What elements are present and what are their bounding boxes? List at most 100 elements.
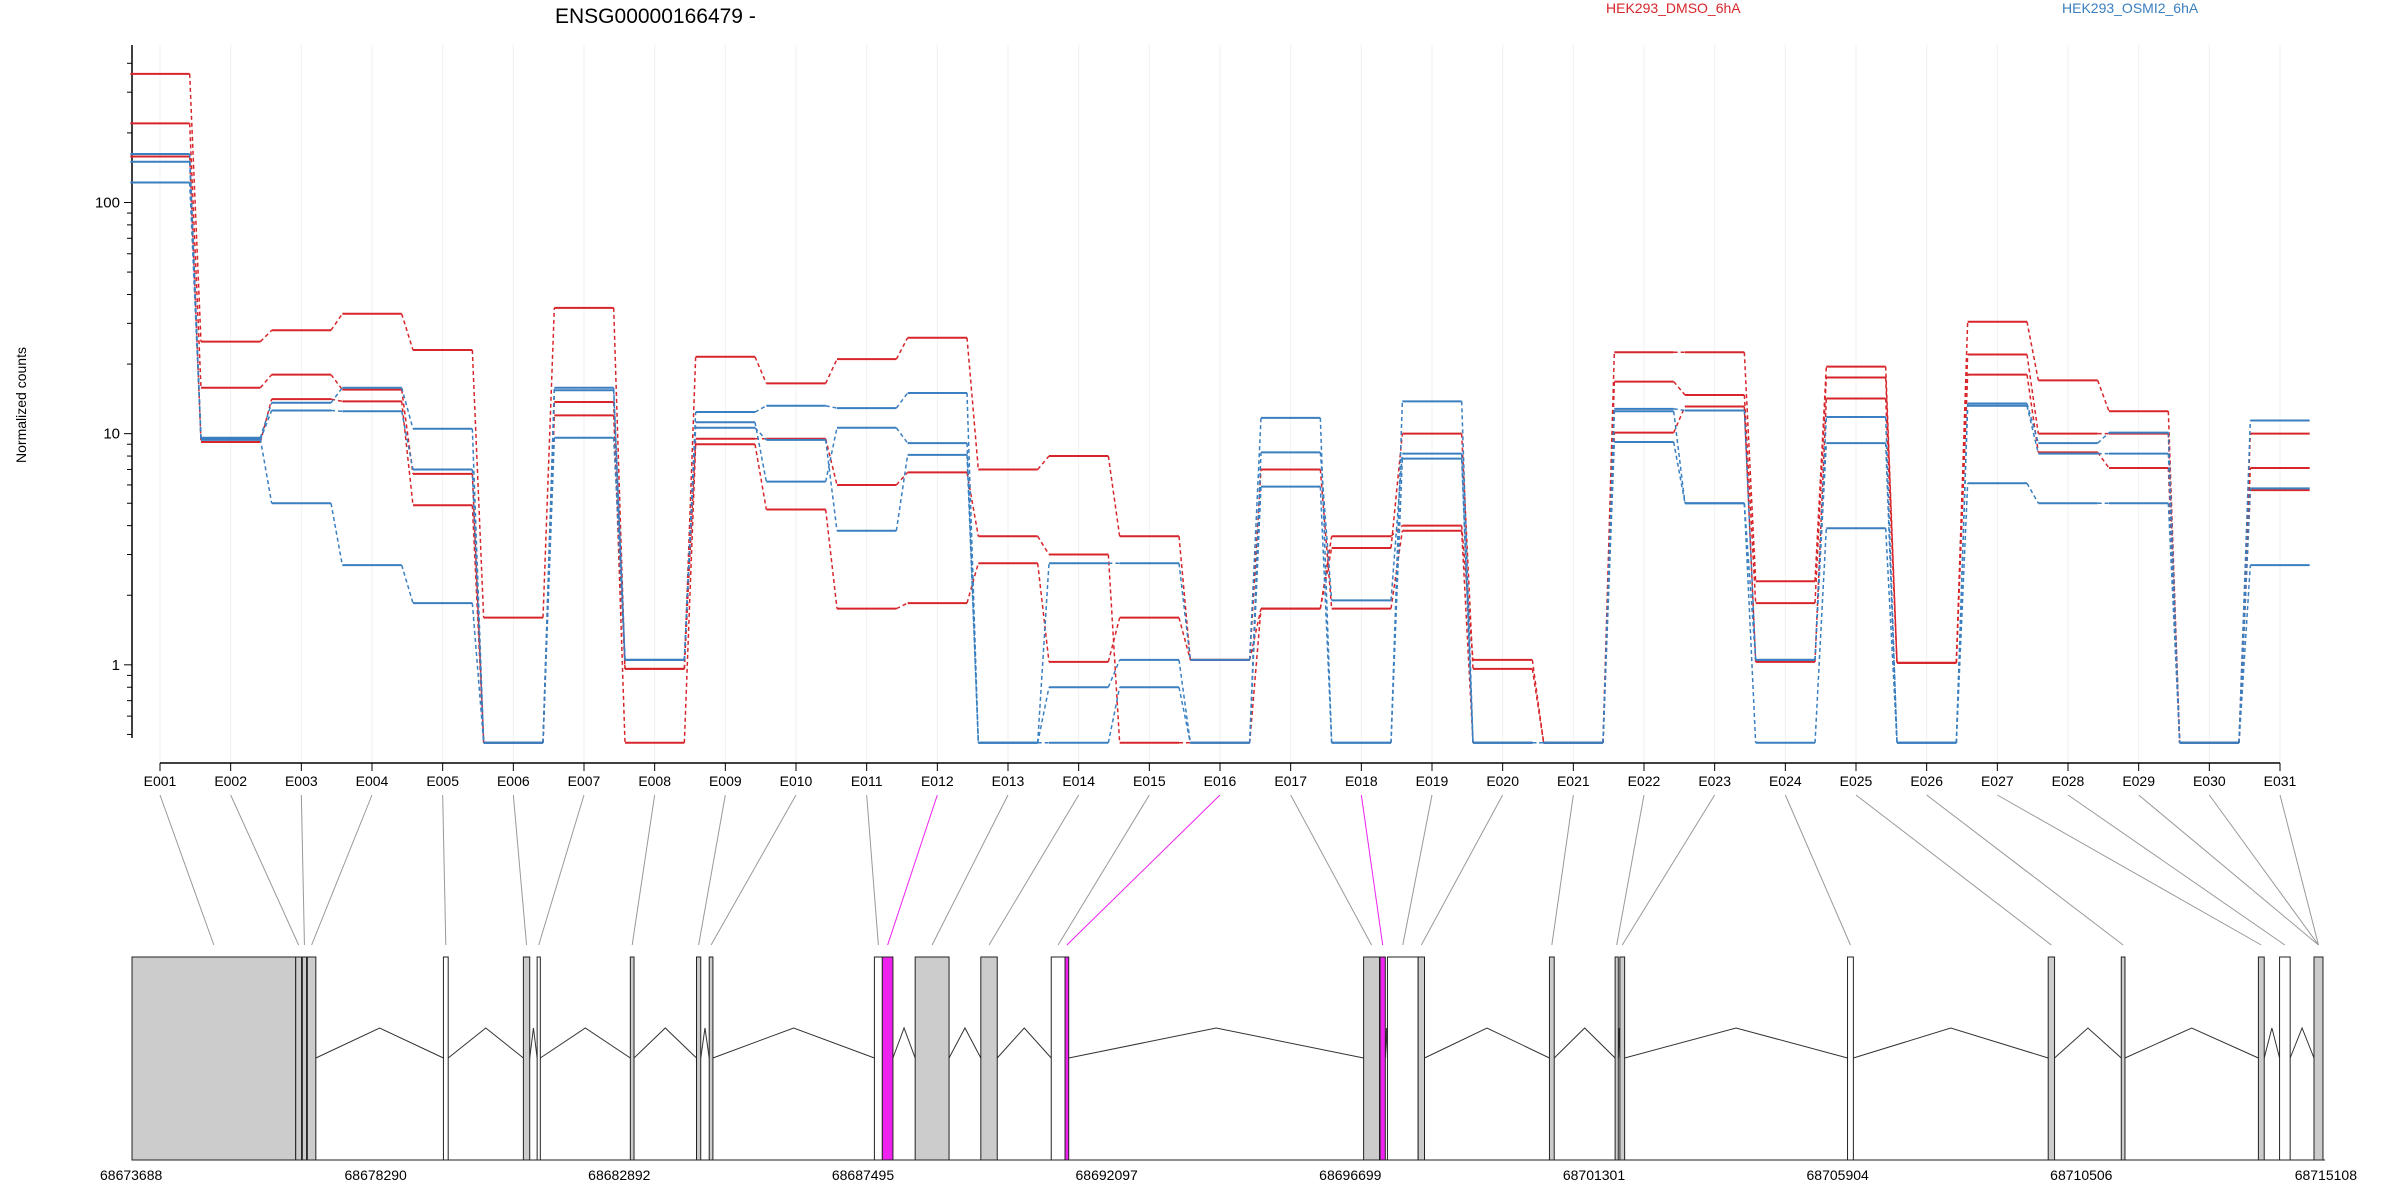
intron: [529, 1027, 538, 1059]
x-tick-label-E002: E002: [214, 773, 247, 789]
exon-E004: [306, 956, 317, 1161]
transition: [542, 307, 556, 618]
connector-E030: [2208, 794, 2319, 946]
transition: [683, 444, 697, 743]
intron: [1068, 1027, 1364, 1059]
transition: [1743, 394, 1757, 604]
transition: [966, 392, 980, 743]
transition: [1531, 659, 1545, 743]
exon-E013: [914, 956, 950, 1161]
connector-E003: [300, 794, 305, 946]
transition: [1107, 455, 1121, 537]
transition: [966, 472, 980, 537]
transition: [824, 509, 838, 609]
exon-E018: [1379, 956, 1386, 1161]
transition: [825, 405, 838, 409]
x-tick-label-E017: E017: [1274, 773, 1307, 789]
connector-E022: [1616, 794, 1645, 946]
x-tick-label-E020: E020: [1486, 773, 1519, 789]
transition: [259, 402, 273, 438]
transition: [754, 356, 768, 384]
x-tick-label-E003: E003: [285, 773, 318, 789]
transition: [330, 503, 344, 566]
transition: [259, 438, 273, 504]
transition: [1107, 659, 1121, 688]
legend-osmi2: HEK293_OSMI2_6hA: [2062, 0, 2199, 16]
x-tick-label-E013: E013: [992, 773, 1025, 789]
x-tick-label-E018: E018: [1345, 773, 1378, 789]
connector-E017: [1290, 794, 1372, 946]
intron: [633, 1027, 697, 1059]
transition: [1672, 441, 1686, 504]
transition: [2238, 468, 2252, 743]
transition: [1602, 411, 1616, 743]
x-tick-label-E030: E030: [2193, 773, 2226, 789]
transition: [1673, 381, 1686, 396]
intron: [1853, 1027, 2049, 1059]
intron: [700, 1027, 710, 1059]
transition: [400, 411, 414, 470]
transition: [683, 427, 697, 660]
transition: [330, 374, 343, 391]
exon-E026: [2120, 956, 2126, 1161]
x-tick-label-E014: E014: [1062, 773, 1095, 789]
connector-E004: [311, 794, 373, 946]
x-tick-label-E026: E026: [1910, 773, 1943, 789]
transition: [2026, 405, 2040, 454]
transition: [1602, 442, 1616, 743]
transition: [1460, 433, 1474, 669]
transition: [188, 182, 202, 439]
connector-E018: [1360, 794, 1384, 946]
transition: [2026, 321, 2040, 381]
exon-E007: [536, 956, 541, 1161]
transition: [1390, 433, 1404, 549]
transition: [1673, 408, 1686, 412]
exon-E011: [873, 956, 883, 1161]
transition: [471, 469, 485, 743]
genome-tick-label: 68705904: [1807, 1167, 1870, 1183]
transition: [2026, 354, 2040, 434]
connector-E028: [2067, 794, 2286, 946]
connector-E010: [710, 794, 797, 946]
transition: [471, 603, 485, 743]
x-tick-label-E001: E001: [144, 773, 177, 789]
x-tick-label-E031: E031: [2264, 773, 2297, 789]
exon-E014: [980, 956, 998, 1161]
connector-E011: [866, 794, 879, 946]
connector-E019: [1402, 794, 1433, 946]
transition: [1672, 411, 1686, 504]
transition: [966, 337, 980, 470]
connector-E016: [1066, 794, 1221, 946]
y-tick-label: 1: [112, 657, 120, 674]
transition: [1319, 469, 1333, 609]
transition: [1319, 452, 1333, 601]
connector-E031: [2279, 794, 2319, 946]
connector-E008: [631, 794, 656, 946]
genome-tick-label: 68692097: [1076, 1167, 1139, 1183]
transition: [1955, 374, 1969, 663]
transition: [824, 427, 838, 482]
transition: [1390, 458, 1404, 743]
transition: [330, 313, 343, 331]
genome-tick-label: 68715108: [2295, 1167, 2358, 1183]
x-tick-label-E019: E019: [1416, 773, 1449, 789]
transition: [824, 439, 838, 531]
transition: [1814, 377, 1828, 604]
transition: [2167, 468, 2181, 743]
transition: [754, 422, 768, 482]
connector-E002: [230, 794, 300, 946]
connector-E005: [442, 794, 447, 946]
exon-E020: [1417, 956, 1426, 1161]
transition: [2238, 565, 2252, 743]
transition: [1319, 547, 1333, 609]
x-tick-label-E025: E025: [1840, 773, 1873, 789]
transition: [1107, 617, 1121, 663]
x-tick-label-E005: E005: [426, 773, 459, 789]
transition: [259, 398, 273, 443]
connector-E026: [1926, 794, 2124, 946]
transition: [1814, 443, 1828, 660]
transition: [1531, 668, 1545, 743]
transition: [1460, 453, 1474, 743]
exon-E012: [881, 956, 894, 1161]
exon-E003: [301, 956, 308, 1161]
